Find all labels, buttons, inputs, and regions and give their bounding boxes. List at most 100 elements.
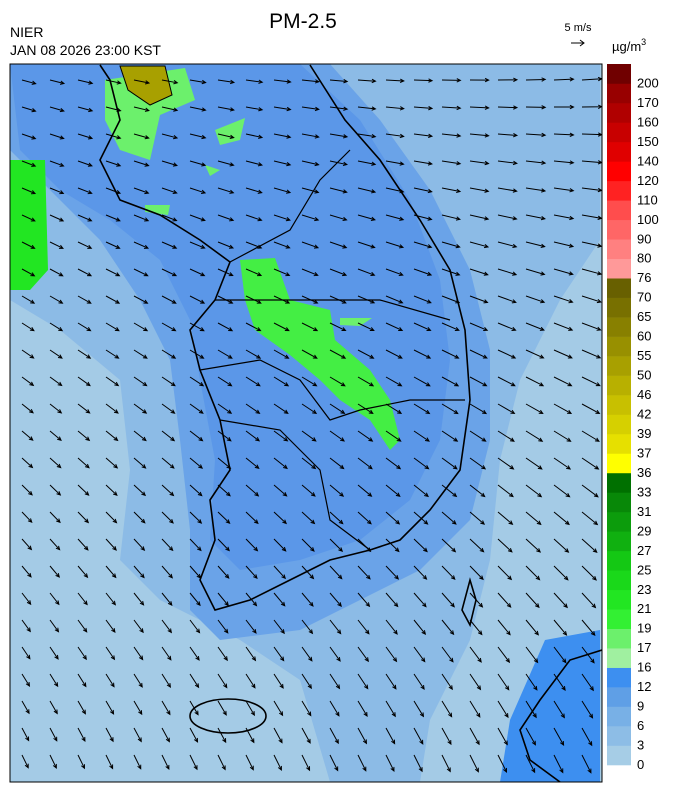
wind-arrow <box>217 430 232 442</box>
wind-arrow <box>161 187 178 195</box>
wind-arrow <box>245 160 263 167</box>
wind-arrow <box>357 187 377 194</box>
wind-arrow <box>217 538 230 552</box>
colorbar-label: 90 <box>637 231 651 246</box>
wind-arrow <box>21 241 36 249</box>
wind-arrow <box>553 727 565 747</box>
wind-arrow <box>553 349 573 359</box>
title: PM-2.5 <box>269 10 337 33</box>
wind-arrow <box>49 106 65 113</box>
wind-arrow <box>553 565 569 581</box>
wind-arrow <box>469 592 484 608</box>
wind-arrow <box>441 105 462 111</box>
wind-arrow <box>245 538 259 552</box>
wind-arrow <box>105 619 116 633</box>
wind-arrow <box>189 457 204 469</box>
wind-arrow <box>301 403 318 415</box>
wind-arrow <box>105 241 121 249</box>
wind-arrow <box>357 241 376 249</box>
wind-arrow <box>329 673 341 690</box>
wind-arrow <box>553 132 575 137</box>
wind-arrow <box>385 673 397 690</box>
wind-arrow <box>301 538 315 552</box>
wind-arrow <box>469 565 484 581</box>
wind-arrow <box>273 133 292 139</box>
wind-arrow <box>133 673 143 688</box>
wind-arrow <box>413 295 432 304</box>
wind-arrow <box>301 592 314 607</box>
wind-arrow <box>581 403 601 415</box>
wind-arrow <box>133 133 150 140</box>
wind-arrow <box>413 187 433 194</box>
wind-arrow <box>441 133 462 138</box>
wind-arrow <box>441 268 461 276</box>
wind-arrow <box>469 349 488 359</box>
wind-arrow <box>49 565 61 578</box>
wind-arrow <box>133 430 147 442</box>
wind-arrow <box>525 565 541 581</box>
wind-arrow <box>133 322 149 332</box>
wind-arrow <box>161 133 179 140</box>
wind-arrow <box>469 77 490 83</box>
wind-arrow <box>525 241 546 248</box>
wind-arrow <box>497 619 511 636</box>
wind-arrow <box>77 484 90 496</box>
wind-arrow <box>581 511 599 526</box>
wind-arrow <box>245 430 261 442</box>
wind-arrow <box>77 727 86 742</box>
wind-arrow <box>469 700 481 718</box>
wind-arrow <box>413 700 425 718</box>
wind-arrow <box>301 727 311 744</box>
colorbar-label: 21 <box>637 601 651 616</box>
wind-arrow <box>245 565 258 580</box>
wind-arrow <box>217 673 228 689</box>
wind-arrow <box>497 565 513 581</box>
wind-arrow <box>49 214 65 222</box>
wind-arrow <box>189 79 207 85</box>
wind-arrow <box>469 673 482 691</box>
map-frame <box>9 63 603 783</box>
wind-arrow <box>553 160 575 165</box>
wind-arrow <box>301 619 314 635</box>
wind-arrow <box>217 727 227 744</box>
colorbar-label: 100 <box>637 212 659 227</box>
wind-arrow <box>301 430 317 442</box>
wind-arrow <box>217 187 235 194</box>
wind-arrow <box>77 79 94 85</box>
wind-arrow <box>525 376 545 387</box>
wind-arrow <box>133 106 150 112</box>
colorbar-segment <box>607 609 631 629</box>
wind-arrow <box>553 322 574 331</box>
wind-arrow <box>273 592 286 607</box>
wind-arrow <box>581 322 602 331</box>
colorbar-segment <box>607 706 631 727</box>
wind-arrow <box>189 187 207 194</box>
wind-arrow <box>77 619 88 633</box>
wind-arrow <box>497 268 518 276</box>
wind-arrow <box>441 592 455 608</box>
wind-arrow <box>497 376 516 387</box>
wind-arrow <box>385 700 396 718</box>
wind-arrow <box>497 430 515 442</box>
colorbar-segment <box>607 726 631 746</box>
wind-arrow <box>217 403 233 414</box>
wind-arrow <box>553 268 574 276</box>
wind-arrow <box>21 376 35 387</box>
wind-arrow <box>357 700 368 717</box>
wind-arrow <box>553 214 575 221</box>
wind-arrow <box>77 214 93 222</box>
colorbar-segment <box>607 278 631 298</box>
wind-arrow <box>553 646 567 664</box>
wind-arrow <box>77 700 86 715</box>
wind-arrow <box>77 160 93 167</box>
colorbar-segment <box>607 687 631 707</box>
wind-arrow <box>469 484 486 498</box>
colorbar-label: 110 <box>637 192 658 207</box>
wind-arrow <box>497 403 516 415</box>
wind-arrow <box>245 133 264 139</box>
wind-arrow <box>469 105 490 110</box>
wind-arrow <box>245 214 263 222</box>
colorbar-label: 3 <box>637 738 644 753</box>
wind-arrow <box>21 295 36 304</box>
wind-arrow <box>133 592 145 606</box>
